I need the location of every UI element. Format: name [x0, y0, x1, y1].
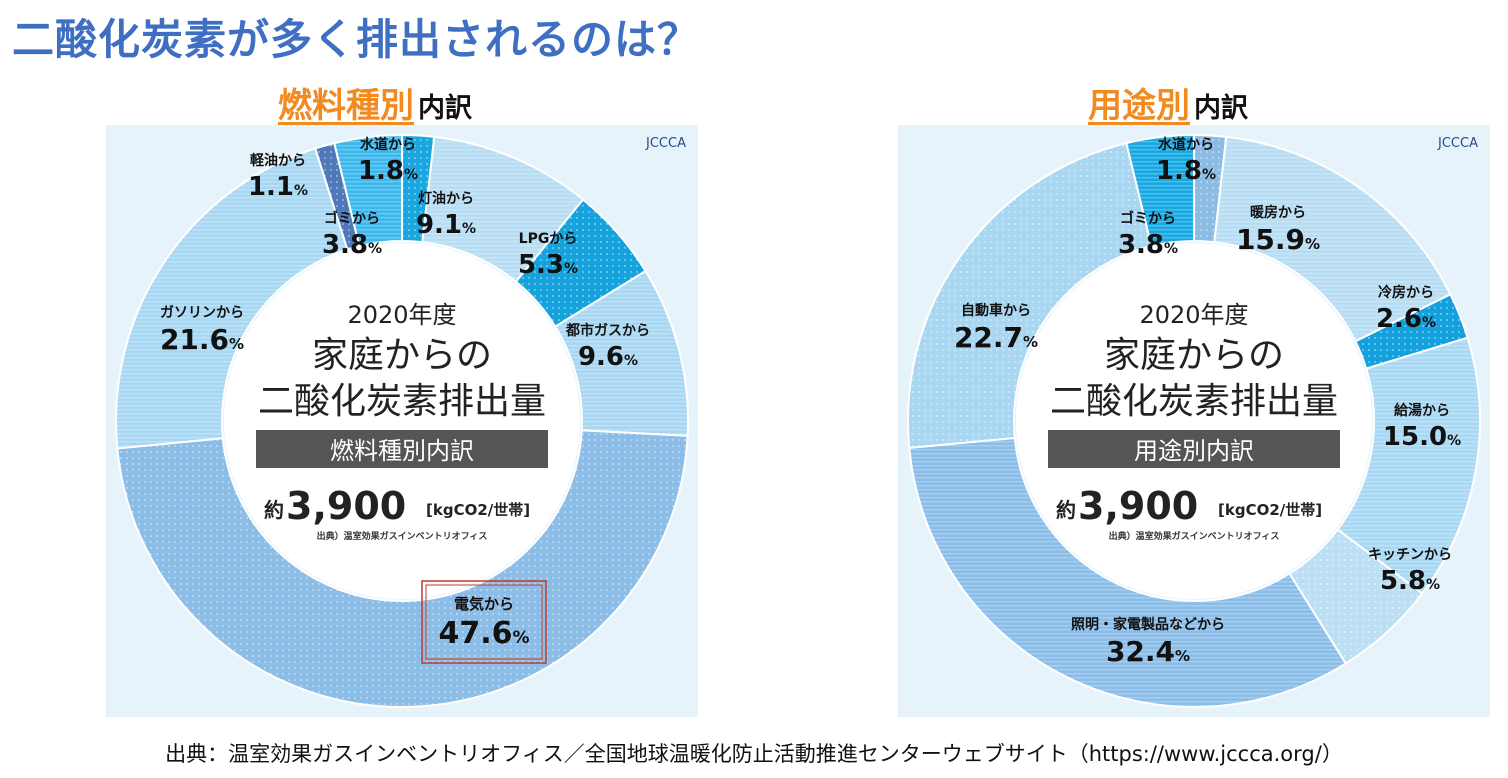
fuel-total-value: 3,900 [286, 484, 406, 528]
fuel-slice-label-1: 灯油から [418, 190, 474, 207]
use-center-band-label: 用途別内訳 [1134, 437, 1254, 465]
fuel-slice-texture-1 [422, 136, 584, 282]
fuel-slice-value-7: 3.8% [322, 230, 382, 260]
use-slice-texture-0 [1194, 135, 1227, 243]
fuel-center-band [256, 430, 548, 468]
use-slice-label-0: 水道から [1158, 136, 1214, 153]
use-heading: 用途別 内訳 [1088, 78, 1248, 127]
use-total-unit: [kgCO2/世帯] [1218, 501, 1322, 519]
use-slice-value-0: 1.8% [1156, 156, 1216, 186]
fuel-slice-value-6: 1.1% [248, 172, 308, 202]
use-slice-value-2: 2.6% [1376, 304, 1436, 334]
fuel-slice-label-6: 軽油から [250, 152, 306, 169]
use-slice-value-4: 5.8% [1380, 566, 1440, 596]
fuel-slice-label-7: ゴミから [324, 210, 380, 227]
fuel-slice-label-3: 都市ガスから [565, 322, 650, 339]
fuel-total-prefix: 約 [264, 498, 284, 522]
fuel-center-source: 出典）温室効果ガスインベントリオフィス [317, 530, 488, 542]
use-center-line2: 二酸化炭素排出量 [1050, 381, 1338, 422]
use-slice-value-7: 3.8% [1118, 230, 1178, 260]
use-heading-accent: 用途別 [1088, 86, 1190, 126]
use-heading-rest: 内訳 [1194, 93, 1248, 124]
use-center-band [1048, 430, 1340, 468]
use-slice-label-2: 冷房から [1378, 284, 1434, 301]
fuel-slice-value-3: 9.6% [578, 342, 638, 372]
fuel-total-unit: [kgCO2/世帯] [426, 501, 530, 519]
use-center-source: 出典）温室効果ガスインベントリオフィス [1109, 530, 1280, 542]
use-slice-value-3: 15.0% [1383, 422, 1461, 452]
fuel-slice-texture-5 [116, 148, 348, 449]
use-slice-value-6: 22.7% [954, 321, 1038, 354]
fuel-slice-label-2: LPGから [519, 231, 578, 247]
fuel-highlight-box [421, 580, 547, 664]
use-slice-texture-1 [1214, 136, 1451, 342]
page-title: 二酸化炭素が多く排出されるのは？ [12, 15, 701, 64]
fuel-center-band-label: 燃料種別内訳 [330, 437, 474, 465]
fuel-heading-accent: 燃料種別 [278, 86, 414, 126]
use-slice-texture-2 [1355, 294, 1468, 369]
fuel-slice-texture-3 [555, 271, 688, 436]
use-slice-label-6: 自動車から [961, 302, 1031, 319]
fuel-center-line2: 二酸化炭素排出量 [258, 381, 546, 422]
fuel-chart-card: 2020年度家庭からの二酸化炭素排出量燃料種別内訳約 3,900 [kgCO2/世帯… [106, 125, 698, 717]
use-slice-label-1: 暖房から [1250, 204, 1306, 221]
fuel-slice-label-5: ガソリンから [160, 305, 244, 321]
use-slice-label-4: キッチンから [1368, 547, 1452, 563]
fuel-slice-label-4: 電気から [454, 595, 514, 613]
use-center-line1: 家庭からの [1104, 335, 1284, 376]
fuel-heading: 燃料種別 内訳 [278, 78, 472, 127]
use-slice-texture-4 [1289, 529, 1423, 664]
fuel-slice-value-2: 5.3% [518, 250, 578, 280]
fuel-center-disc [224, 243, 580, 599]
use-chart-card: 2020年度家庭からの二酸化炭素排出量用途別内訳約 3,900 [kgCO2/世帯]… [898, 125, 1490, 717]
fuel-slice-value-0: 1.8% [358, 156, 418, 186]
use-slice-value-1: 15.9% [1236, 223, 1320, 256]
fuel-slice-value-5: 21.6% [160, 323, 244, 356]
source-note: 出典：温室効果ガスインベントリオフィス／全国地球温暖化防止活動推進センターウェブ… [165, 742, 1343, 766]
use-center-year: 2020年度 [1139, 301, 1248, 329]
use-slice-texture-3 [1337, 337, 1480, 594]
fuel-slice-value-4: 47.6% [438, 616, 529, 651]
use-slice-texture-6 [908, 143, 1152, 448]
fuel-slice-label-0: 水道から [360, 136, 416, 153]
fuel-heading-rest: 内訳 [418, 93, 472, 124]
fuel-slice-texture-2 [515, 199, 646, 327]
fuel-logo: JCCCA [645, 136, 686, 151]
use-total-value: 3,900 [1078, 484, 1198, 528]
use-slice-texture-5 [909, 437, 1346, 707]
use-slice-label-7: ゴミから [1120, 210, 1176, 227]
use-slice-texture-7 [1126, 135, 1194, 247]
use-logo: JCCCA [1437, 136, 1478, 151]
fuel-center-line1: 家庭からの [312, 335, 492, 376]
fuel-slice-texture-0 [402, 135, 435, 243]
use-slice-label-3: 給湯から [1394, 402, 1450, 419]
use-slice-label-5: 照明・家電製品などから [1071, 616, 1225, 633]
fuel-slice-texture-4 [117, 430, 688, 707]
use-center-disc [1016, 243, 1372, 599]
use-slice-value-5: 32.4% [1106, 635, 1190, 668]
fuel-slice-texture-6 [315, 143, 360, 250]
fuel-slice-value-1: 9.1% [416, 210, 476, 240]
use-total-prefix: 約 [1056, 498, 1076, 522]
fuel-slice-texture-7 [334, 135, 402, 247]
fuel-center-year: 2020年度 [347, 301, 456, 329]
